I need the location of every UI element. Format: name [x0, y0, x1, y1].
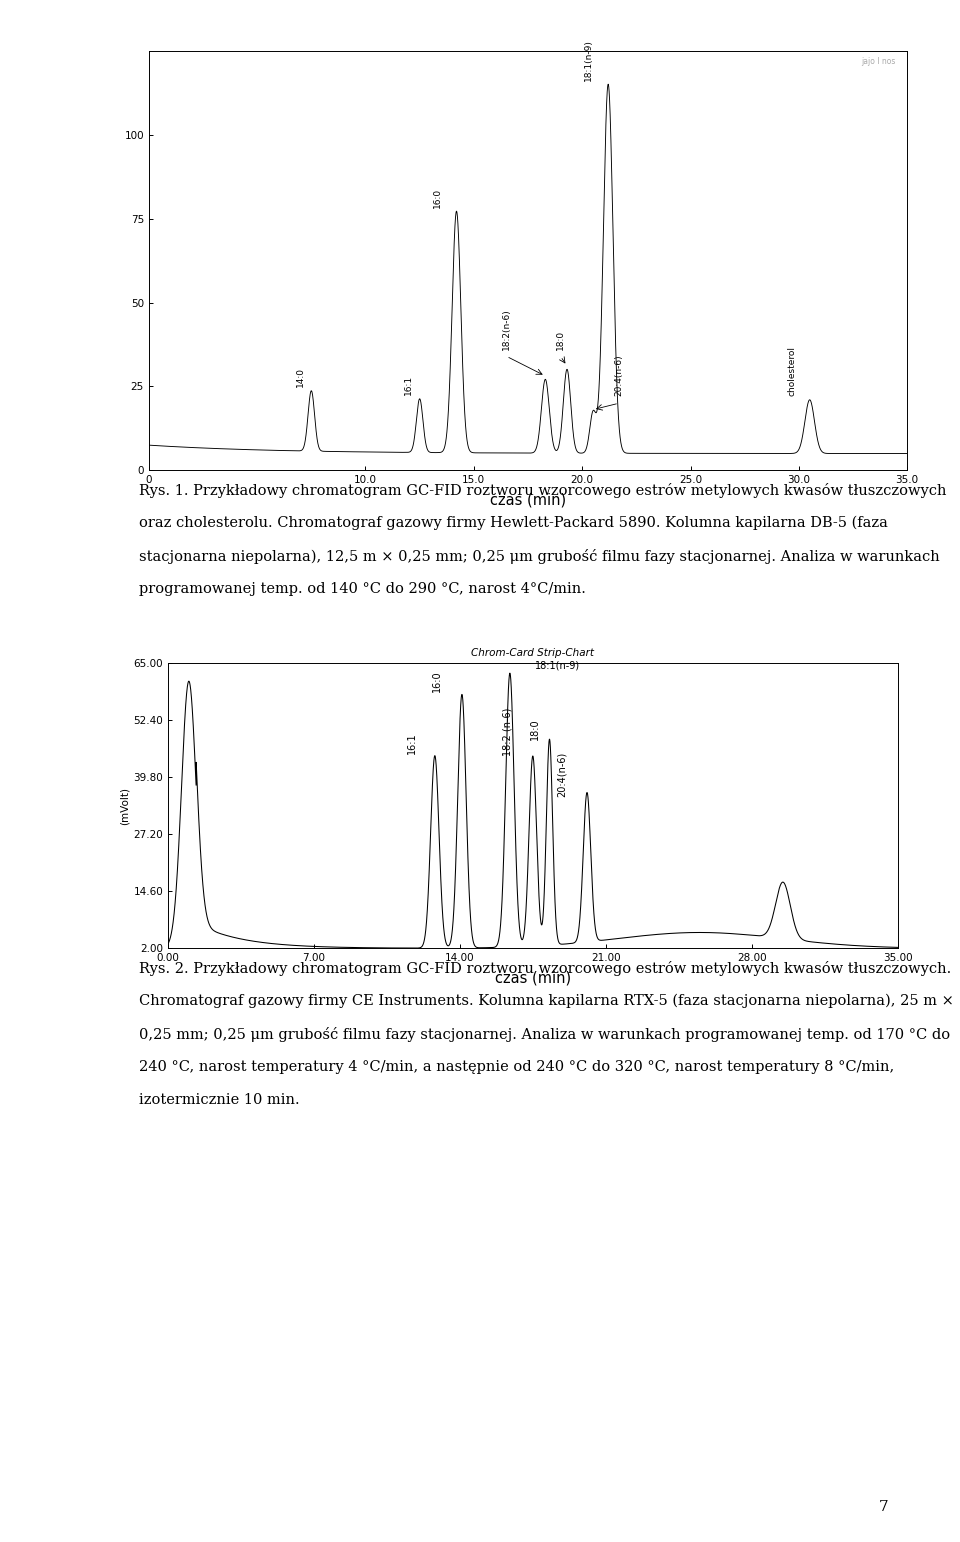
Text: 20:4(n-6): 20:4(n-6) [557, 751, 567, 797]
Text: stacjonarna niepolarna), 12,5 m × 0,25 mm; 0,25 μm grubość filmu fazy stacjonarn: stacjonarna niepolarna), 12,5 m × 0,25 m… [139, 549, 940, 564]
Text: 240 °C, narost temperatury 4 °C/min, a następnie od 240 °C do 320 °C, narost tem: 240 °C, narost temperatury 4 °C/min, a n… [139, 1061, 895, 1075]
Text: 20:4(n-6): 20:4(n-6) [614, 355, 623, 396]
Text: 7: 7 [878, 1500, 888, 1514]
Text: 16:1: 16:1 [404, 375, 414, 395]
Text: Rys. 1. Przykładowy chromatogram GC-FID roztworu wzorcowego estrów metylowych kw: Rys. 1. Przykładowy chromatogram GC-FID … [139, 483, 947, 498]
Y-axis label: (mVolt): (mVolt) [119, 786, 130, 825]
Text: Chrom-Card Strip-Chart: Chrom-Card Strip-Chart [471, 649, 594, 658]
Text: oraz cholesterolu. Chromatograf gazowy firmy Hewlett-Packard 5890. Kolumna kapil: oraz cholesterolu. Chromatograf gazowy f… [139, 515, 888, 530]
Text: 18:2(n-6): 18:2(n-6) [502, 308, 511, 350]
Text: 18:0: 18:0 [556, 330, 565, 350]
Text: 18:1(n-9): 18:1(n-9) [585, 39, 593, 80]
Text: 0,25 mm; 0,25 μm grubość filmu fazy stacjonarnej. Analiza w warunkach programowa: 0,25 mm; 0,25 μm grubość filmu fazy stac… [139, 1027, 950, 1042]
Text: Chromatograf gazowy firmy CE Instruments. Kolumna kapilarna RTX-5 (faza stacjona: Chromatograf gazowy firmy CE Instruments… [139, 995, 954, 1008]
Text: programowanej temp. od 140 °C do 290 °C, narost 4°C/min.: programowanej temp. od 140 °C do 290 °C,… [139, 583, 586, 597]
Text: izotermicznie 10 min.: izotermicznie 10 min. [139, 1093, 300, 1107]
Text: 18:1(n-9): 18:1(n-9) [535, 662, 580, 671]
Text: cholesterol: cholesterol [788, 347, 797, 396]
Text: 16:1: 16:1 [407, 732, 417, 754]
Text: 16:0: 16:0 [433, 188, 442, 208]
Text: 18:2 (n-6): 18:2 (n-6) [503, 708, 513, 756]
Text: jajo l nos: jajo l nos [861, 57, 896, 66]
X-axis label: czas (min): czas (min) [490, 492, 566, 507]
Text: 14:0: 14:0 [296, 367, 305, 387]
Text: 16:0: 16:0 [432, 671, 442, 692]
X-axis label: czas (min): czas (min) [494, 970, 571, 985]
Text: Rys. 2. Przykładowy chromatogram GC-FID roztworu wzorcowego estrów metylowych kw: Rys. 2. Przykładowy chromatogram GC-FID … [139, 961, 951, 976]
Text: 18:0: 18:0 [530, 719, 540, 740]
